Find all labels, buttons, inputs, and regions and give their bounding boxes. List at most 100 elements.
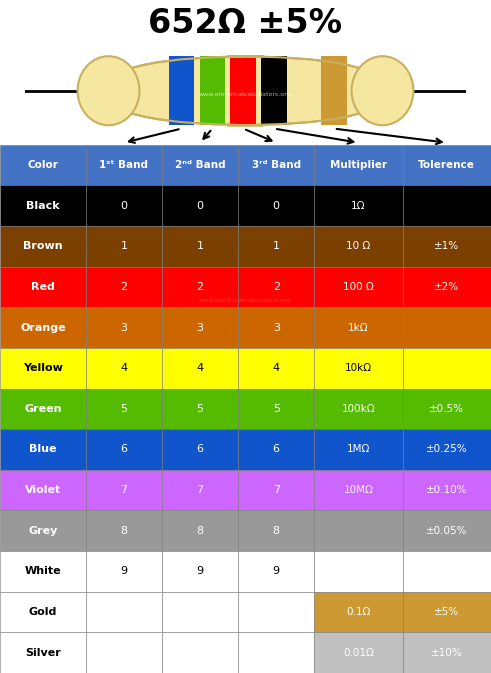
Text: 6: 6 bbox=[120, 444, 128, 454]
Bar bbox=[403, 633, 491, 673]
Bar bbox=[162, 510, 238, 551]
Text: 0.1Ω: 0.1Ω bbox=[346, 607, 371, 617]
Bar bbox=[261, 57, 287, 125]
Text: 3ʳᵈ Band: 3ʳᵈ Band bbox=[251, 160, 301, 170]
Text: 0: 0 bbox=[120, 201, 128, 211]
Text: 4: 4 bbox=[273, 363, 280, 374]
Bar bbox=[403, 267, 491, 308]
Bar bbox=[86, 185, 162, 226]
Text: 1: 1 bbox=[120, 242, 128, 251]
Bar bbox=[0, 267, 86, 308]
Bar bbox=[403, 308, 491, 348]
Bar bbox=[86, 429, 162, 470]
Bar bbox=[86, 226, 162, 267]
Bar bbox=[314, 185, 403, 226]
Text: 8: 8 bbox=[196, 526, 204, 536]
Bar bbox=[162, 551, 238, 592]
Text: Black: Black bbox=[26, 201, 60, 211]
Text: ±10%: ±10% bbox=[431, 647, 463, 658]
Text: 9: 9 bbox=[120, 567, 128, 576]
Bar bbox=[86, 470, 162, 510]
Bar bbox=[0, 592, 86, 633]
Bar bbox=[162, 145, 238, 185]
Bar bbox=[403, 470, 491, 510]
Bar bbox=[86, 633, 162, 673]
Text: Color: Color bbox=[27, 160, 58, 170]
Text: Silver: Silver bbox=[25, 647, 61, 658]
Text: Red: Red bbox=[31, 282, 55, 292]
Bar bbox=[162, 226, 238, 267]
Bar bbox=[314, 348, 403, 388]
Text: 1: 1 bbox=[196, 242, 204, 251]
Text: 7: 7 bbox=[196, 485, 204, 495]
Text: 10 Ω: 10 Ω bbox=[346, 242, 371, 251]
Text: ±0.05%: ±0.05% bbox=[426, 526, 467, 536]
Text: Yellow: Yellow bbox=[23, 363, 63, 374]
Bar bbox=[86, 510, 162, 551]
Bar bbox=[403, 551, 491, 592]
Bar bbox=[238, 388, 314, 429]
Text: 3: 3 bbox=[273, 322, 280, 332]
Bar bbox=[314, 388, 403, 429]
Bar bbox=[230, 57, 256, 125]
Text: Grey: Grey bbox=[28, 526, 57, 536]
Bar bbox=[321, 57, 347, 125]
Bar bbox=[238, 429, 314, 470]
Bar bbox=[86, 348, 162, 388]
Text: 6: 6 bbox=[273, 444, 280, 454]
Text: ±2%: ±2% bbox=[434, 282, 460, 292]
Bar bbox=[162, 633, 238, 673]
Text: 0: 0 bbox=[196, 201, 204, 211]
Bar bbox=[86, 267, 162, 308]
Bar bbox=[0, 145, 86, 185]
Text: 2: 2 bbox=[196, 282, 204, 292]
Bar bbox=[238, 308, 314, 348]
Bar bbox=[86, 592, 162, 633]
Bar bbox=[314, 551, 403, 592]
Bar bbox=[0, 226, 86, 267]
Text: www.electricalcalculators.org: www.electricalcalculators.org bbox=[199, 92, 292, 97]
Text: 7: 7 bbox=[273, 485, 280, 495]
Bar bbox=[162, 429, 238, 470]
Bar bbox=[86, 551, 162, 592]
Bar bbox=[162, 470, 238, 510]
FancyBboxPatch shape bbox=[109, 57, 382, 125]
Bar bbox=[0, 510, 86, 551]
Text: 1: 1 bbox=[273, 242, 280, 251]
Bar bbox=[314, 633, 403, 673]
Bar bbox=[314, 145, 403, 185]
Bar bbox=[314, 592, 403, 633]
Bar bbox=[403, 348, 491, 388]
Bar bbox=[238, 470, 314, 510]
Text: 1kΩ: 1kΩ bbox=[348, 322, 369, 332]
Text: 10kΩ: 10kΩ bbox=[345, 363, 372, 374]
Text: ±0.25%: ±0.25% bbox=[426, 444, 467, 454]
Text: 6: 6 bbox=[196, 444, 204, 454]
Bar bbox=[162, 592, 238, 633]
Bar bbox=[162, 388, 238, 429]
Bar bbox=[86, 388, 162, 429]
Text: 3: 3 bbox=[196, 322, 204, 332]
Text: 8: 8 bbox=[273, 526, 280, 536]
Text: Violet: Violet bbox=[25, 485, 61, 495]
Bar bbox=[0, 633, 86, 673]
Text: www.electricalcalculators.org: www.electricalcalculators.org bbox=[199, 298, 292, 303]
Text: ±5%: ±5% bbox=[434, 607, 460, 617]
Bar bbox=[162, 185, 238, 226]
Bar bbox=[238, 226, 314, 267]
Bar bbox=[403, 388, 491, 429]
Bar bbox=[403, 226, 491, 267]
Bar bbox=[314, 308, 403, 348]
Bar bbox=[403, 145, 491, 185]
Ellipse shape bbox=[352, 56, 413, 125]
Bar bbox=[238, 551, 314, 592]
Text: 9: 9 bbox=[196, 567, 204, 576]
Bar bbox=[0, 308, 86, 348]
Text: 100kΩ: 100kΩ bbox=[342, 404, 375, 414]
Bar bbox=[314, 510, 403, 551]
Bar bbox=[0, 388, 86, 429]
Bar bbox=[238, 510, 314, 551]
Text: Blue: Blue bbox=[29, 444, 57, 454]
Bar bbox=[199, 57, 225, 125]
Text: 4: 4 bbox=[120, 363, 128, 374]
